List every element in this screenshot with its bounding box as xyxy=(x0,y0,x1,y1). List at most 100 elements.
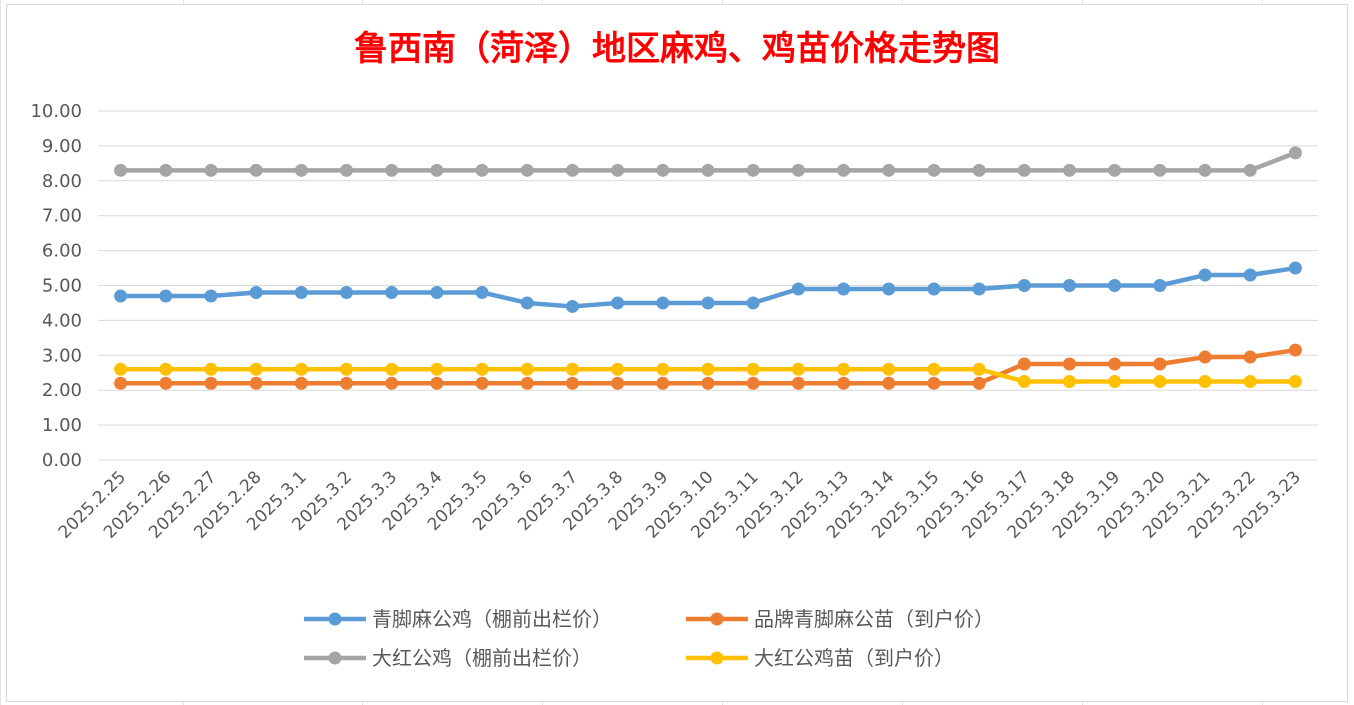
legend-item[interactable]: 青脚麻公鸡（棚前出栏价） xyxy=(304,607,612,631)
data-point[interactable] xyxy=(837,282,851,296)
data-point[interactable] xyxy=(159,289,173,303)
data-point[interactable] xyxy=(746,376,760,390)
data-point[interactable] xyxy=(1153,279,1167,292)
legend-item[interactable]: 品牌青脚麻公苗（到户价） xyxy=(686,607,994,631)
data-point[interactable] xyxy=(882,282,896,296)
data-point[interactable] xyxy=(430,362,444,376)
data-point[interactable] xyxy=(1017,357,1031,371)
data-point[interactable] xyxy=(1153,163,1167,177)
data-point[interactable] xyxy=(340,285,354,299)
data-point[interactable] xyxy=(385,285,399,299)
data-point[interactable] xyxy=(204,362,218,376)
data-point[interactable] xyxy=(1062,374,1076,388)
data-point[interactable] xyxy=(159,362,173,376)
data-point[interactable] xyxy=(340,376,354,390)
data-point[interactable] xyxy=(475,362,489,376)
data-point[interactable] xyxy=(1062,357,1076,371)
data-point[interactable] xyxy=(1243,163,1257,177)
data-point[interactable] xyxy=(791,282,805,296)
data-point[interactable] xyxy=(611,376,625,390)
data-point[interactable] xyxy=(1108,279,1122,292)
data-point[interactable] xyxy=(294,285,308,299)
data-point[interactable] xyxy=(249,285,263,299)
data-point[interactable] xyxy=(791,163,805,177)
chart-area[interactable] xyxy=(6,4,1348,702)
data-point[interactable] xyxy=(1153,357,1167,371)
data-point[interactable] xyxy=(882,376,896,390)
data-point[interactable] xyxy=(1108,357,1122,371)
data-point[interactable] xyxy=(656,296,670,310)
legend-item[interactable]: 大红公鸡苗（到户价） xyxy=(686,646,954,670)
data-point[interactable] xyxy=(204,376,218,390)
data-point[interactable] xyxy=(656,362,670,376)
data-point[interactable] xyxy=(791,376,805,390)
data-point[interactable] xyxy=(159,163,173,177)
data-point[interactable] xyxy=(1017,163,1031,177)
data-point[interactable] xyxy=(114,289,128,303)
data-point[interactable] xyxy=(611,296,625,310)
data-point[interactable] xyxy=(565,362,579,376)
data-point[interactable] xyxy=(837,362,851,376)
data-point[interactable] xyxy=(249,376,263,390)
data-point[interactable] xyxy=(249,362,263,376)
data-point[interactable] xyxy=(1198,374,1212,388)
data-point[interactable] xyxy=(520,376,534,390)
data-point[interactable] xyxy=(701,376,715,390)
data-point[interactable] xyxy=(1243,374,1257,388)
data-point[interactable] xyxy=(1288,146,1302,160)
data-point[interactable] xyxy=(1288,261,1302,275)
data-point[interactable] xyxy=(430,163,444,177)
data-point[interactable] xyxy=(882,163,896,177)
data-point[interactable] xyxy=(972,362,986,376)
data-point[interactable] xyxy=(1198,163,1212,177)
data-point[interactable] xyxy=(701,163,715,177)
data-point[interactable] xyxy=(1288,374,1302,388)
data-point[interactable] xyxy=(882,362,896,376)
data-point[interactable] xyxy=(1108,374,1122,388)
data-point[interactable] xyxy=(927,282,941,296)
data-point[interactable] xyxy=(746,296,760,310)
data-point[interactable] xyxy=(1288,343,1302,357)
data-point[interactable] xyxy=(294,376,308,390)
data-point[interactable] xyxy=(1017,279,1031,292)
data-point[interactable] xyxy=(565,299,579,313)
data-point[interactable] xyxy=(927,376,941,390)
data-point[interactable] xyxy=(837,163,851,177)
data-point[interactable] xyxy=(430,285,444,299)
data-point[interactable] xyxy=(656,163,670,177)
data-point[interactable] xyxy=(791,362,805,376)
data-point[interactable] xyxy=(159,376,173,390)
data-point[interactable] xyxy=(656,376,670,390)
data-point[interactable] xyxy=(114,376,128,390)
legend-item[interactable]: 大红公鸡（棚前出栏价） xyxy=(304,646,592,670)
data-point[interactable] xyxy=(701,362,715,376)
data-point[interactable] xyxy=(972,282,986,296)
data-point[interactable] xyxy=(385,163,399,177)
data-point[interactable] xyxy=(475,285,489,299)
data-point[interactable] xyxy=(1243,350,1257,364)
data-point[interactable] xyxy=(972,163,986,177)
data-point[interactable] xyxy=(1198,268,1212,282)
data-point[interactable] xyxy=(385,362,399,376)
data-point[interactable] xyxy=(294,163,308,177)
data-point[interactable] xyxy=(294,362,308,376)
data-point[interactable] xyxy=(927,362,941,376)
data-point[interactable] xyxy=(475,376,489,390)
data-point[interactable] xyxy=(340,362,354,376)
data-point[interactable] xyxy=(972,376,986,390)
data-point[interactable] xyxy=(1062,163,1076,177)
data-point[interactable] xyxy=(385,376,399,390)
data-point[interactable] xyxy=(1108,163,1122,177)
data-point[interactable] xyxy=(611,362,625,376)
data-point[interactable] xyxy=(520,163,534,177)
data-point[interactable] xyxy=(204,163,218,177)
data-point[interactable] xyxy=(520,362,534,376)
data-point[interactable] xyxy=(475,163,489,177)
data-point[interactable] xyxy=(430,376,444,390)
data-point[interactable] xyxy=(565,376,579,390)
data-point[interactable] xyxy=(1062,279,1076,292)
data-point[interactable] xyxy=(114,362,128,376)
data-point[interactable] xyxy=(1243,268,1257,282)
data-point[interactable] xyxy=(1198,350,1212,364)
data-point[interactable] xyxy=(340,163,354,177)
